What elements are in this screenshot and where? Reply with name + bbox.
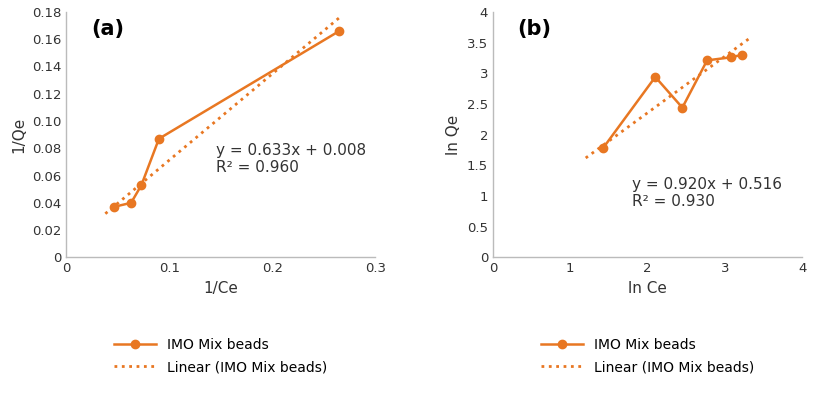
Text: y = 0.920x + 0.516
R² = 0.930: y = 0.920x + 0.516 R² = 0.930	[632, 177, 782, 209]
IMO Mix beads	[154, 136, 164, 141]
Text: (a): (a)	[91, 19, 124, 39]
X-axis label: 1/Ce: 1/Ce	[203, 281, 238, 296]
IMO Mix beads	[650, 74, 660, 79]
Line: IMO Mix beads: IMO Mix beads	[600, 51, 746, 152]
Text: (b): (b)	[518, 19, 552, 39]
Linear (IMO Mix beads)	[100, 211, 110, 216]
Linear (IMO Mix beads)	[747, 34, 757, 39]
IMO Mix beads	[599, 145, 609, 150]
Line: Linear (IMO Mix beads): Linear (IMO Mix beads)	[586, 36, 752, 158]
IMO Mix beads	[136, 183, 146, 187]
IMO Mix beads	[127, 200, 136, 205]
Legend: IMO Mix beads, Linear (IMO Mix beads): IMO Mix beads, Linear (IMO Mix beads)	[114, 338, 327, 374]
IMO Mix beads	[726, 55, 736, 60]
Linear (IMO Mix beads)	[581, 156, 590, 160]
X-axis label: ln Ce: ln Ce	[629, 281, 667, 296]
IMO Mix beads	[334, 29, 344, 33]
Y-axis label: 1/Qe: 1/Qe	[12, 116, 26, 153]
IMO Mix beads	[677, 105, 687, 110]
IMO Mix beads	[108, 205, 118, 209]
Line: Linear (IMO Mix beads): Linear (IMO Mix beads)	[105, 18, 339, 214]
Y-axis label: ln Qe: ln Qe	[447, 114, 461, 155]
Text: y = 0.633x + 0.008
R² = 0.960: y = 0.633x + 0.008 R² = 0.960	[216, 143, 366, 175]
Legend: IMO Mix beads, Linear (IMO Mix beads): IMO Mix beads, Linear (IMO Mix beads)	[541, 338, 754, 374]
Line: IMO Mix beads: IMO Mix beads	[109, 27, 343, 211]
Linear (IMO Mix beads)	[334, 15, 344, 20]
IMO Mix beads	[702, 58, 712, 63]
IMO Mix beads	[737, 52, 747, 57]
